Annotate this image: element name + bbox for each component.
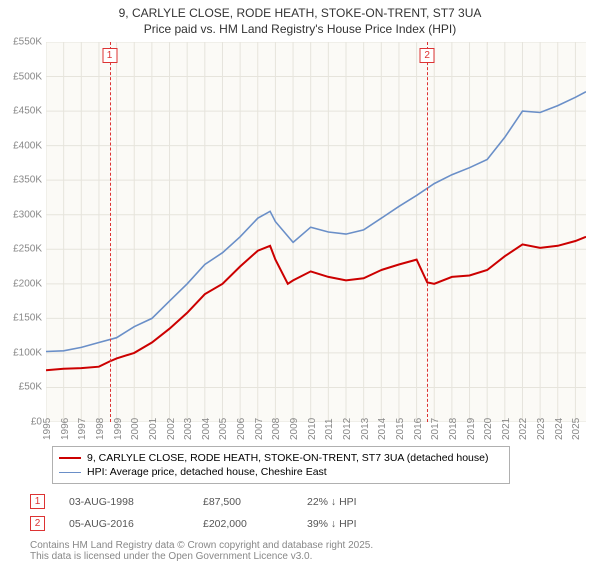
x-tick-label: 2022 — [518, 418, 529, 440]
x-tick-label: 2020 — [483, 418, 494, 440]
marker-delta: 39% ↓ HPI — [307, 518, 357, 530]
y-tick-label: £200K — [2, 278, 42, 289]
attribution-text: Contains HM Land Registry data © Crown c… — [30, 540, 373, 562]
marker-price: £87,500 — [203, 496, 283, 508]
chart-area: £0£50K£100K£150K£200K£250K£300K£350K£400… — [46, 42, 586, 422]
x-tick-label: 1995 — [42, 418, 53, 440]
sale-marker-row: 2 05-AUG-2016 £202,000 39% ↓ HPI — [30, 516, 357, 531]
y-tick-label: £150K — [2, 313, 42, 324]
marker-date: 05-AUG-2016 — [69, 518, 179, 530]
x-tick-label: 2002 — [166, 418, 177, 440]
y-tick-label: £400K — [2, 140, 42, 151]
y-tick-label: £250K — [2, 244, 42, 255]
x-tick-label: 2018 — [448, 418, 459, 440]
marker-price: £202,000 — [203, 518, 283, 530]
x-tick-label: 2021 — [501, 418, 512, 440]
reference-line — [427, 42, 428, 422]
x-tick-label: 2006 — [236, 418, 247, 440]
chart-svg — [46, 42, 586, 422]
x-tick-label: 2003 — [183, 418, 194, 440]
y-tick-label: £50K — [2, 382, 42, 393]
x-tick-label: 1997 — [77, 418, 88, 440]
legend-label: 9, CARLYLE CLOSE, RODE HEATH, STOKE-ON-T… — [87, 452, 488, 464]
marker-number-icon: 1 — [30, 494, 45, 509]
x-tick-label: 2024 — [554, 418, 565, 440]
x-tick-label: 2001 — [148, 418, 159, 440]
x-tick-label: 2013 — [360, 418, 371, 440]
x-tick-label: 2012 — [342, 418, 353, 440]
y-tick-label: £100K — [2, 347, 42, 358]
x-tick-label: 2000 — [130, 418, 141, 440]
x-tick-label: 2017 — [430, 418, 441, 440]
x-tick-label: 2016 — [413, 418, 424, 440]
marker-date: 03-AUG-1998 — [69, 496, 179, 508]
legend-item: HPI: Average price, detached house, Ches… — [59, 465, 503, 479]
title-line-1: 9, CARLYLE CLOSE, RODE HEATH, STOKE-ON-T… — [0, 6, 600, 22]
reference-line — [110, 42, 111, 422]
y-tick-label: £450K — [2, 106, 42, 117]
x-tick-label: 2010 — [307, 418, 318, 440]
x-tick-label: 2007 — [254, 418, 265, 440]
x-tick-label: 2014 — [377, 418, 388, 440]
sale-marker-row: 1 03-AUG-1998 £87,500 22% ↓ HPI — [30, 494, 357, 509]
x-tick-label: 2005 — [218, 418, 229, 440]
y-tick-label: £550K — [2, 37, 42, 48]
legend-item: 9, CARLYLE CLOSE, RODE HEATH, STOKE-ON-T… — [59, 451, 503, 465]
x-tick-label: 2015 — [395, 418, 406, 440]
legend-label: HPI: Average price, detached house, Ches… — [87, 466, 327, 478]
marker-number-icon: 2 — [30, 516, 45, 531]
reference-marker-icon: 1 — [102, 48, 117, 63]
x-tick-label: 2019 — [466, 418, 477, 440]
x-tick-label: 2009 — [289, 418, 300, 440]
legend-swatch-icon — [59, 457, 81, 459]
chart-title: 9, CARLYLE CLOSE, RODE HEATH, STOKE-ON-T… — [0, 0, 600, 37]
y-tick-label: £500K — [2, 71, 42, 82]
y-tick-label: £350K — [2, 175, 42, 186]
x-tick-label: 2011 — [324, 418, 335, 440]
x-tick-label: 2008 — [271, 418, 282, 440]
chart-container: 9, CARLYLE CLOSE, RODE HEATH, STOKE-ON-T… — [0, 0, 600, 560]
marker-delta: 22% ↓ HPI — [307, 496, 357, 508]
legend: 9, CARLYLE CLOSE, RODE HEATH, STOKE-ON-T… — [52, 446, 510, 484]
reference-marker-icon: 2 — [420, 48, 435, 63]
x-tick-label: 1996 — [60, 418, 71, 440]
y-tick-label: £300K — [2, 209, 42, 220]
title-line-2: Price paid vs. HM Land Registry's House … — [0, 22, 600, 38]
x-tick-label: 2004 — [201, 418, 212, 440]
x-tick-label: 1999 — [113, 418, 124, 440]
x-tick-label: 1998 — [95, 418, 106, 440]
x-tick-label: 2025 — [571, 418, 582, 440]
legend-swatch-icon — [59, 472, 81, 473]
x-tick-label: 2023 — [536, 418, 547, 440]
y-tick-label: £0 — [2, 417, 42, 428]
